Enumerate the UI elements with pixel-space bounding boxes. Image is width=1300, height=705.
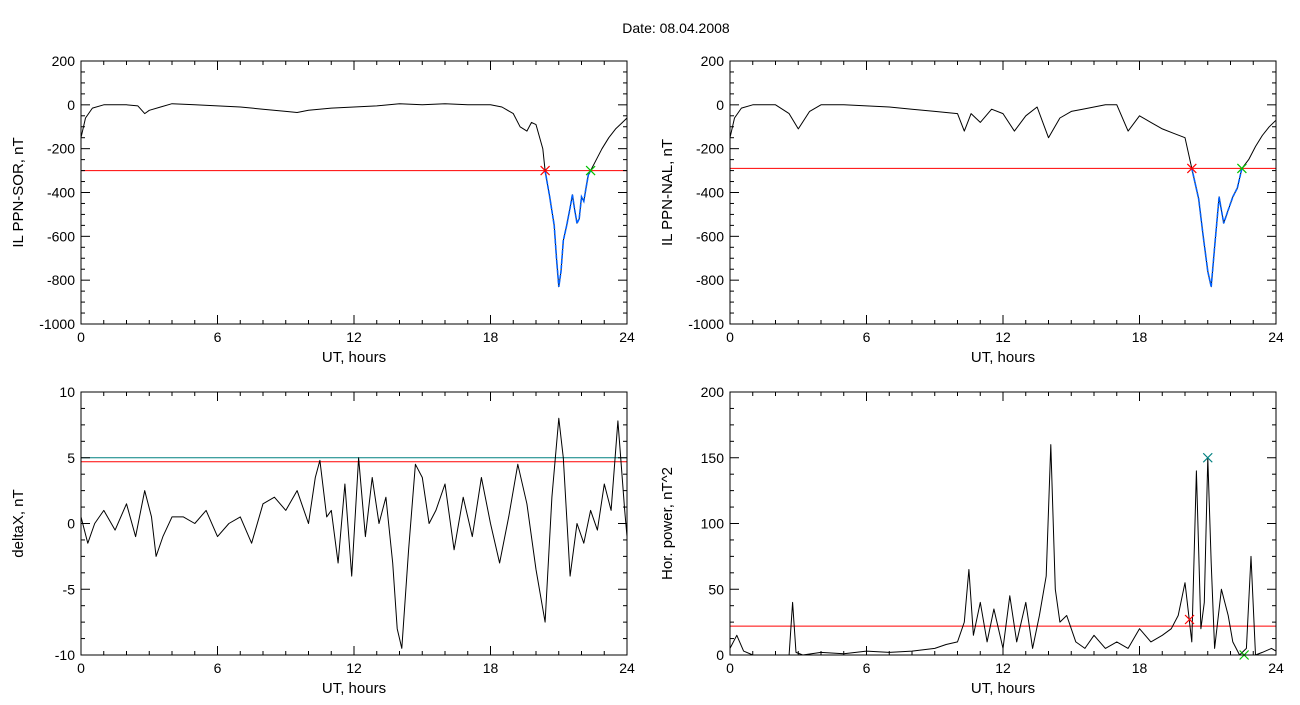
marker-x — [1202, 452, 1213, 463]
plot-frame — [729, 60, 1277, 325]
x-axis-label: UT, hours — [971, 349, 1035, 366]
y-axis-label: IL PPN-SOR, nT — [10, 137, 27, 247]
y-tick-label: -800 — [696, 272, 724, 288]
y-tick-label: -200 — [47, 141, 75, 157]
x-tick-label: 18 — [1132, 329, 1148, 345]
x-tick-label: 0 — [726, 660, 734, 676]
x-tick-label: 24 — [619, 329, 635, 345]
plot-frame — [80, 60, 628, 325]
x-tick-label: 12 — [995, 660, 1011, 676]
x-tick-label: 6 — [214, 329, 222, 345]
y-tick-label: -5 — [63, 581, 76, 597]
y-tick-label: -10 — [55, 647, 75, 663]
y-tick-label: 200 — [701, 384, 725, 400]
x-tick-label: 18 — [483, 660, 499, 676]
y-tick-label: -400 — [696, 185, 724, 201]
x-tick-label: 6 — [863, 329, 871, 345]
series-line — [80, 417, 628, 649]
y-axis-label: IL PPN-NAL, nT — [659, 139, 676, 246]
y-tick-label: -600 — [696, 228, 724, 244]
series-line — [729, 104, 1277, 288]
y-tick-label: 0 — [716, 647, 724, 663]
y-tick-label: 0 — [67, 97, 75, 113]
marker-x — [1184, 614, 1195, 625]
x-tick-label: 24 — [619, 660, 635, 676]
marker-x — [540, 165, 551, 176]
y-axis-label: Hor. power, nT^2 — [659, 467, 676, 580]
y-tick-label: -1000 — [39, 316, 75, 332]
marker-x — [1186, 163, 1197, 174]
x-axis-label: UT, hours — [322, 680, 386, 697]
chart-panel-3: 0 6 12 18 24 -10 -5 0 5 10 UT, hours deltaX, nT — [10, 384, 635, 697]
y-tick-label: 200 — [52, 53, 76, 69]
x-tick-label: 18 — [1132, 660, 1148, 676]
marker-x — [1236, 163, 1247, 174]
y-tick-label: 0 — [67, 516, 75, 532]
x-tick-label: 6 — [214, 660, 222, 676]
chart-panel-4: 0 6 12 18 24 0 50 100 150 200 UT, hours Hor. power,… — [659, 384, 1284, 697]
x-tick-label: 0 — [77, 660, 85, 676]
x-tick-label: 24 — [1268, 329, 1284, 345]
y-tick-label: -800 — [47, 272, 75, 288]
x-tick-label: 12 — [995, 329, 1011, 345]
y-tick-label: -200 — [696, 141, 724, 157]
highlight-segment — [544, 170, 592, 287]
x-axis-label: UT, hours — [971, 680, 1035, 697]
chart-panel-2: 0 6 12 18 24 -1000 -800 -600 -400 -200 0 200 UT, hou… — [659, 53, 1284, 366]
x-tick-label: 24 — [1268, 660, 1284, 676]
y-tick-label: 0 — [716, 97, 724, 113]
x-tick-label: 12 — [346, 660, 362, 676]
y-axis-label: deltaX, nT — [10, 489, 27, 557]
x-axis-label: UT, hours — [322, 349, 386, 366]
y-tick-label: 10 — [59, 384, 75, 400]
x-tick-label: 0 — [77, 329, 85, 345]
x-tick-label: 6 — [863, 660, 871, 676]
y-tick-label: -600 — [47, 228, 75, 244]
x-tick-label: 0 — [726, 329, 734, 345]
series-line — [80, 103, 628, 288]
y-tick-label: 50 — [708, 581, 724, 597]
y-tick-label: 150 — [701, 450, 725, 466]
y-tick-label: 100 — [701, 516, 725, 532]
highlight-segment — [1191, 168, 1243, 287]
y-tick-label: 200 — [701, 53, 725, 69]
figure-title: Date: 08.04.2008 — [622, 20, 730, 36]
x-tick-label: 12 — [346, 329, 362, 345]
y-tick-label: -400 — [47, 185, 75, 201]
series-line — [729, 444, 1277, 656]
marker-x — [585, 165, 596, 176]
y-tick-label: 5 — [67, 450, 75, 466]
chart-panel-1: 0 6 12 18 24 -1000 -800 -600 -400 -200 0 200 UT, hou… — [10, 53, 635, 366]
y-tick-label: -1000 — [688, 316, 724, 332]
x-tick-label: 18 — [483, 329, 499, 345]
